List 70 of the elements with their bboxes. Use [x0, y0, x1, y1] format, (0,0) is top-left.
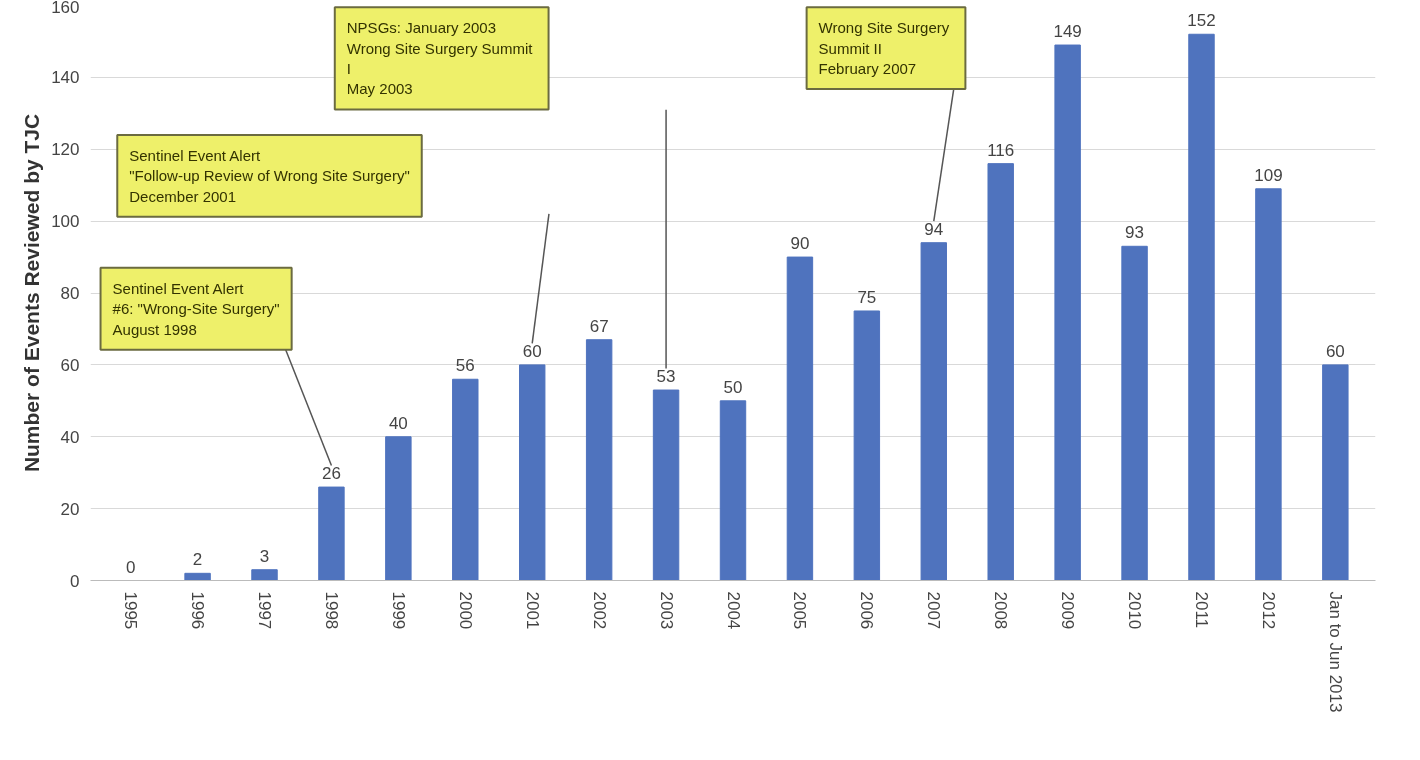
y-tick-label: 20 — [60, 499, 80, 519]
x-tick-label: 2008 — [991, 591, 1011, 630]
y-axis-title: Number of Events Reviewed by TJC — [20, 113, 44, 473]
data-label: 75 — [857, 287, 877, 307]
x-tick-label: 2001 — [522, 591, 542, 630]
x-tick-label: 2002 — [589, 591, 609, 630]
x-tick-label: 2003 — [656, 591, 676, 630]
bar — [1322, 364, 1349, 581]
annotation: Sentinel Event Alert "Follow-up Review of Wrong Site Surgery" December 2001 — [129, 146, 410, 205]
bar — [719, 400, 747, 581]
data-label: 0 — [125, 557, 136, 577]
y-tick-label: 60 — [60, 355, 80, 375]
y-tick-label: 140 — [51, 68, 80, 88]
x-tick-label: 2010 — [1125, 591, 1145, 630]
x-tick-label: 1999 — [388, 591, 408, 630]
data-label: 40 — [388, 413, 408, 433]
data-label: 50 — [723, 377, 743, 397]
bar — [652, 389, 680, 581]
bar — [184, 572, 211, 581]
data-label: 2 — [192, 550, 203, 570]
x-tick-label: 2005 — [790, 591, 810, 630]
bar — [920, 242, 947, 581]
data-label: 56 — [455, 356, 475, 376]
data-label: 60 — [522, 341, 542, 361]
y-tick-label: 40 — [60, 427, 80, 447]
data-label: 93 — [1125, 223, 1145, 243]
x-tick-label: 2006 — [857, 591, 877, 630]
annotation: Wrong Site Surgery Summit II February 2007 — [818, 19, 950, 78]
data-label: 149 — [1053, 22, 1082, 42]
annotation: NPSGs: January 2003 Wrong Site Surgery Summit I May 2003 — [346, 19, 534, 98]
bar — [385, 436, 412, 581]
x-tick-label: 2011 — [1191, 591, 1211, 629]
x-tick-label: Jan to Jun 2013 — [1325, 591, 1345, 713]
data-label: 152 — [1187, 11, 1216, 31]
x-tick-label: 2012 — [1258, 591, 1278, 630]
y-tick-label: 160 — [51, 0, 80, 17]
y-tick-label: 80 — [60, 284, 80, 303]
data-label: 109 — [1254, 165, 1283, 185]
x-tick-label: 1996 — [188, 591, 208, 630]
x-tick-label: 1997 — [255, 591, 275, 630]
x-tick-label: 2004 — [723, 591, 743, 630]
x-tick-label: 2007 — [924, 591, 944, 630]
data-label: 67 — [589, 316, 609, 336]
data-label: 26 — [321, 464, 341, 484]
x-tick-label: 1998 — [321, 591, 341, 630]
data-label: 90 — [790, 234, 810, 254]
x-tick-label: 1995 — [121, 591, 141, 630]
bar — [853, 310, 881, 581]
bar — [1255, 188, 1282, 581]
bar — [519, 364, 546, 581]
data-label: 94 — [924, 219, 944, 239]
bar — [585, 339, 613, 581]
y-tick-label: 120 — [51, 140, 80, 160]
data-label: 116 — [987, 140, 1015, 160]
bar — [987, 163, 1014, 581]
bar — [1121, 245, 1148, 581]
bar — [251, 569, 278, 581]
bar — [1054, 44, 1081, 581]
data-label: 53 — [656, 367, 676, 387]
bar — [786, 256, 814, 581]
bar — [452, 378, 479, 581]
x-tick-label: 2009 — [1058, 591, 1078, 630]
annotation: Sentinel Event Alert #6: "Wrong-Site Surgery" August 1998 — [112, 279, 280, 338]
data-label: 60 — [1325, 341, 1345, 361]
data-label: 3 — [259, 546, 270, 566]
bar — [318, 486, 345, 581]
y-tick-label: 0 — [70, 571, 80, 591]
x-tick-label: 2000 — [455, 591, 475, 630]
y-tick-label: 100 — [51, 212, 80, 232]
bar — [1188, 33, 1215, 581]
